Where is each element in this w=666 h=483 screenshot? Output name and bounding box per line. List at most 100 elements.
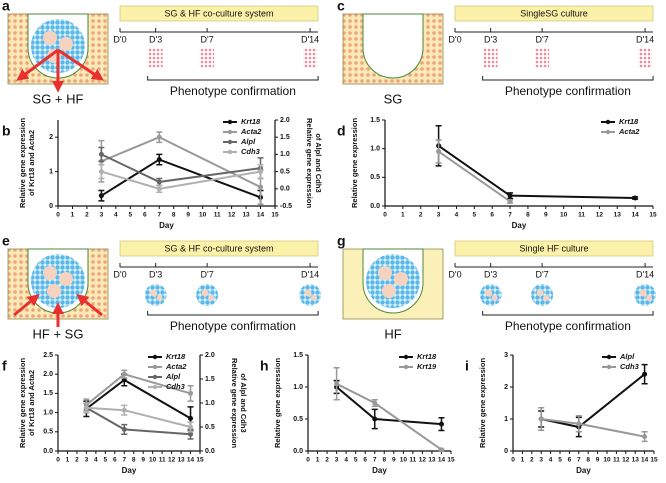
cell-cluster (31, 254, 85, 308)
x-tick-label: 13 (242, 212, 250, 219)
well-cavity (362, 13, 424, 79)
legend-marker (605, 129, 611, 135)
x-tick-label: 12 (168, 457, 176, 464)
x-tick-label: 13 (177, 457, 185, 464)
point (372, 400, 378, 406)
y2-tick-label: 1.0 (280, 151, 290, 158)
legend-label: Alpl (165, 372, 181, 381)
bracket (147, 76, 319, 81)
diagram: a SG + HF SG & HF co-culture system D'0 D'3 D… (2, 0, 319, 106)
x-tick-label: 5 (473, 212, 477, 219)
x-tick-label: 4 (344, 457, 348, 464)
nucleus (394, 272, 408, 286)
panel-letter: d (337, 123, 346, 139)
y-tick-label: 1.0 (370, 146, 380, 153)
legend-marker (606, 364, 612, 370)
y2-tick-label: 2.0 (205, 352, 215, 359)
nucleus (378, 266, 392, 280)
nucleus (59, 37, 73, 51)
x-label: Day (122, 466, 137, 475)
y-label: Relative gene expression (18, 118, 27, 208)
x-tick-label: 13 (632, 457, 640, 464)
bracket (147, 311, 319, 316)
point (156, 157, 162, 163)
y-tick-label: 0 (504, 448, 508, 455)
point (507, 198, 513, 204)
point (188, 415, 194, 421)
series-line (85, 406, 191, 436)
nucleus (43, 266, 57, 280)
x-tick-label: 14 (257, 212, 265, 219)
y2-label: of Alpl and Cdh3 (239, 373, 248, 432)
point (98, 193, 104, 199)
series-line (540, 373, 646, 429)
point (538, 416, 544, 422)
point (156, 134, 162, 140)
legend-label: Krt19 (417, 362, 437, 371)
sample-icon (638, 48, 653, 68)
x-tick-label: 0 (56, 457, 60, 464)
well-label: HF (384, 326, 401, 341)
x-tick-label: 11 (159, 457, 166, 464)
x-tick-label: 2 (85, 212, 89, 219)
x-tick-label: 1 (316, 457, 320, 464)
x-label: Day (372, 466, 387, 475)
legend-marker (227, 149, 233, 155)
x-tick-label: 15 (447, 457, 455, 464)
nucleus (639, 289, 647, 297)
legend-label: Cdh3 (620, 362, 640, 371)
x-tick-label: 15 (196, 457, 204, 464)
y2-tick-label: -0.5 (280, 203, 292, 210)
legend-marker (227, 129, 233, 135)
well-label: HF + SG (33, 326, 84, 341)
x-tick-label: 8 (526, 212, 530, 219)
nucleus (646, 295, 653, 301)
x-tick-label: 9 (186, 212, 190, 219)
point (258, 184, 264, 190)
x-tick-label: 6 (568, 457, 572, 464)
point (632, 195, 638, 201)
legend-label: Krt18 (417, 352, 437, 361)
y2-tick-label: 0.5 (280, 168, 290, 175)
panel-letter: b (2, 123, 11, 139)
nucleus (382, 284, 396, 298)
bracket (482, 311, 654, 316)
timepoint: D'0 (113, 269, 126, 279)
banner (454, 5, 654, 22)
x-tick-label: 9 (141, 457, 145, 464)
x-tick-label: 15 (271, 212, 279, 219)
timepoint: D'7 (201, 34, 214, 44)
timepoint: D'3 (484, 34, 497, 44)
x-tick-label: 7 (157, 212, 161, 219)
x-tick-label: 10 (149, 457, 157, 464)
x-tick-label: 5 (354, 457, 358, 464)
letter: e (2, 233, 10, 249)
x-tick-label: 10 (560, 212, 568, 219)
x-tick-label: 2 (325, 457, 329, 464)
x-tick-label: 0 (306, 457, 310, 464)
y-label: Relative gene expression (350, 118, 359, 208)
x-tick-label: 2 (530, 457, 534, 464)
x-tick-label: 12 (419, 457, 427, 464)
x-tick-label: 13 (428, 457, 436, 464)
x-tick-label: 8 (382, 457, 386, 464)
panel-letter: f (2, 358, 7, 374)
x-tick-label: 10 (603, 457, 611, 464)
x-tick-label: 11 (214, 212, 221, 219)
x-tick-label: 9 (392, 457, 396, 464)
diagram: c SG SingleSG culture D'0 D'3 D'7 D'14 Phenotyp… (337, 0, 654, 106)
y-tick-label: 2.5 (43, 352, 53, 359)
footer: Phenotype confirmation (170, 84, 296, 98)
y-tick-label: 1.0 (43, 409, 53, 416)
y-tick-label: 0.0 (370, 203, 380, 210)
y2-tick-label: 0.5 (205, 424, 215, 431)
y-label: Relative gene expression (18, 358, 27, 448)
diagram: e HF + SG SG & HF co-culture system D'0 D'3 D… (2, 233, 322, 341)
point (576, 421, 582, 427)
y-tick-label: 1.5 (370, 117, 380, 124)
sample-icon (535, 48, 550, 68)
sample-icon (148, 48, 163, 68)
timepoint: D'7 (536, 269, 549, 279)
x-tick-label: 6 (490, 212, 494, 219)
